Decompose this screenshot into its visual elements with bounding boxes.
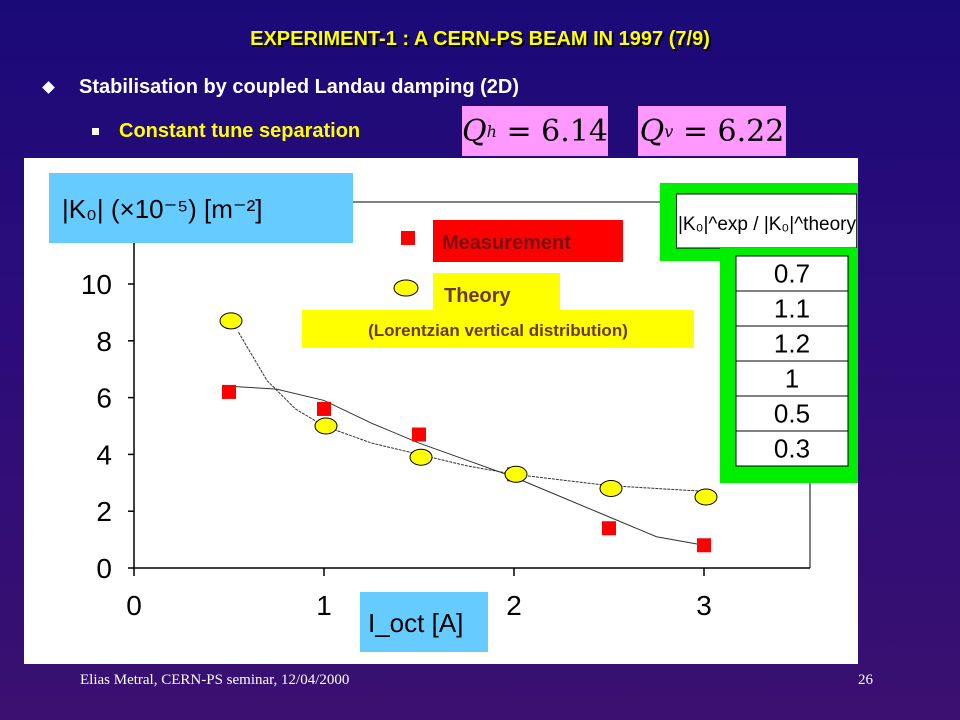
ratio-table-cell: 1.1 <box>774 294 810 324</box>
theory-point <box>504 465 528 483</box>
qv-value: = 6.22 <box>682 113 785 149</box>
ylabel-box <box>49 173 353 243</box>
ratio-table: 0.7 1.1 1.2 1 0.5 0.3 <box>735 255 849 467</box>
fit-lines <box>228 332 705 546</box>
fit-line-measurement <box>228 385 705 546</box>
slide-number: 26 <box>858 672 873 688</box>
slide-title: EXPERIMENT-1 : A CERN-PS BEAM IN 1997 (7… <box>250 28 710 50</box>
ratio-header: |K₀|^exp / |K₀|^theory <box>678 214 856 235</box>
footer-author: Elias Metral, CERN-PS seminar, 12/04/200… <box>80 672 350 688</box>
legend-theory-note-box <box>302 310 694 348</box>
theory-point <box>409 448 433 466</box>
x-tick-label: 2 <box>506 590 522 621</box>
bullet-stabilisation: Stabilisation by coupled Landau damping … <box>42 76 520 99</box>
ratio-table-cell: 0.7 <box>774 259 810 289</box>
qv-symbol: Q <box>639 113 665 149</box>
legend-theory-label: Theory <box>444 285 512 307</box>
x-tick-label: 3 <box>696 590 712 621</box>
ratio-table-cell: 0.3 <box>774 434 810 464</box>
y-tick-label: 6 <box>96 383 112 414</box>
y-tick-label: 0 <box>96 553 112 584</box>
x-tick-label: 1 <box>316 590 332 621</box>
ylabel-formula: |K₀| (×10⁻⁵) [m⁻²] <box>62 194 263 224</box>
theory-point <box>314 417 338 435</box>
qv-subscript: v <box>664 121 674 141</box>
theory-point <box>219 312 243 330</box>
ratio-table-cell: 1.2 <box>774 329 810 359</box>
qh-value: = 6.14 <box>506 113 608 149</box>
chart-panel: 0 1 2 3 0 2 4 6 8 10 |K₀| (×10⁻⁵) [m⁻²] I_oct [A]… <box>24 158 864 664</box>
y-tick-label: 8 <box>96 326 112 357</box>
legend-measurement-label: Measurement <box>442 232 571 254</box>
xlabel-formula: I_oct [A] <box>368 608 463 638</box>
ratio-table-cell: 1 <box>785 364 799 394</box>
y-tick-label: 4 <box>96 439 112 470</box>
legend-theory-marker <box>393 279 419 297</box>
xlabel-box <box>360 592 488 652</box>
qh-subscript: h <box>486 121 497 141</box>
square-bullet-icon <box>92 128 99 135</box>
markers <box>219 312 718 553</box>
legend-theory-note: (Lorentzian vertical distribution) <box>368 321 628 340</box>
measurement-point <box>602 521 616 536</box>
bullet-stabilisation-text: Stabilisation by coupled Landau damping … <box>79 76 520 98</box>
measurement-point <box>222 384 236 399</box>
measurement-point <box>697 538 711 553</box>
bullet-constant-tune: Constant tune separation <box>92 120 360 143</box>
legend-theory-box <box>433 273 560 311</box>
measurement-point <box>412 427 426 442</box>
axes: 0 1 2 3 0 2 4 6 8 10 <box>81 201 811 621</box>
ratio-table-cell: 0.5 <box>774 399 810 429</box>
y-tick-label: 10 <box>81 269 112 300</box>
chart-svg: 0 1 2 3 0 2 4 6 8 10 |K₀| (×10⁻⁵) [m⁻²] I_oct [A]… <box>49 173 864 652</box>
x-tick-label: 0 <box>126 590 142 621</box>
bullet-constant-tune-text: Constant tune separation <box>119 120 361 142</box>
y-tick-label: 2 <box>96 496 112 527</box>
theory-point <box>599 479 623 497</box>
legend-measurement-box <box>433 220 623 262</box>
qh-symbol: Q <box>462 113 487 149</box>
theory-point <box>694 488 718 506</box>
fit-line-theory <box>238 332 705 492</box>
measurement-point <box>317 401 331 416</box>
diamond-bullet-icon <box>42 81 55 94</box>
legend-measurement-marker <box>401 231 415 245</box>
